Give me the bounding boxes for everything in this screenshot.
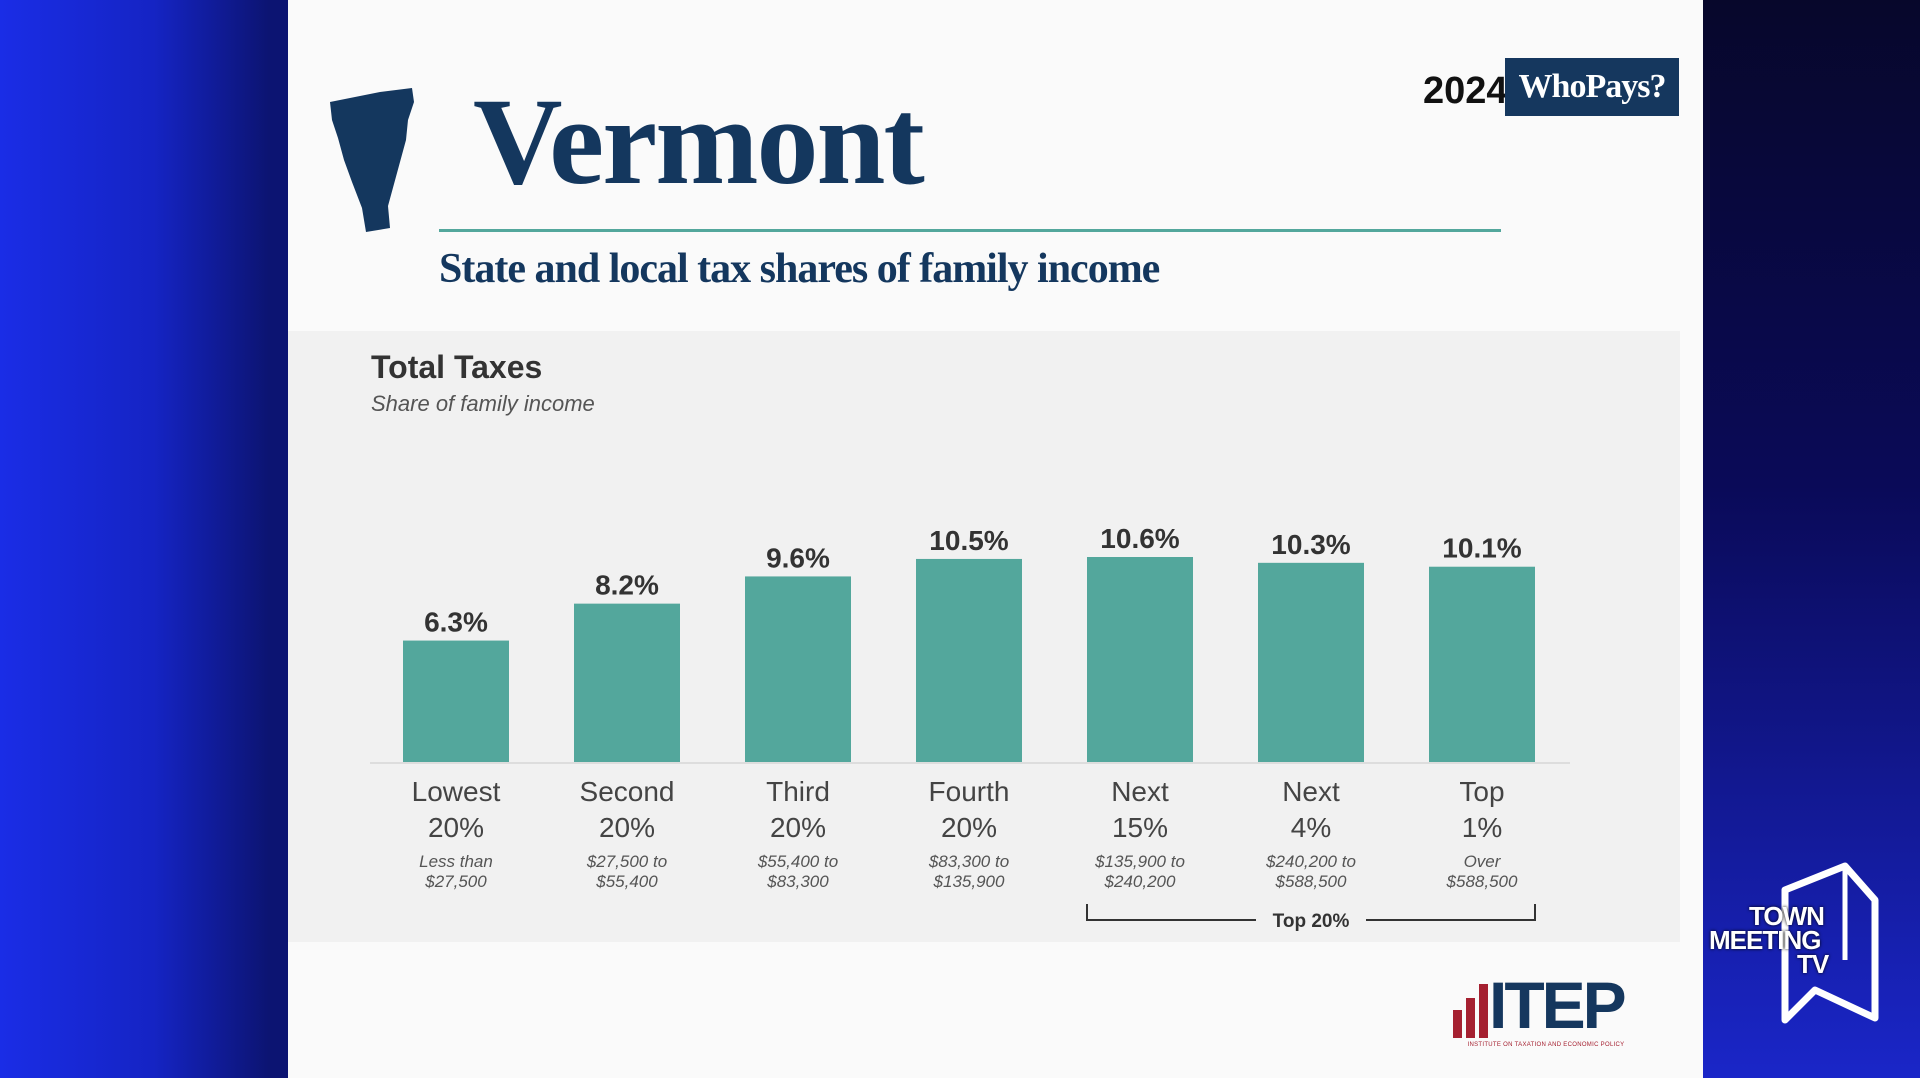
right-background: [1703, 0, 1920, 1078]
category-label-line2: 4%: [1291, 812, 1331, 843]
bar-value-label: 6.3%: [424, 607, 488, 638]
group-bracket-label: Top 20%: [1273, 911, 1350, 932]
bracket-right: [1366, 904, 1536, 921]
category-label-line1: Lowest: [412, 776, 501, 807]
category-label-line1: Next: [1111, 776, 1169, 807]
category-label-line2: 1%: [1462, 812, 1502, 843]
bar: [574, 603, 680, 763]
broadcaster-line-3: TV: [1797, 949, 1829, 979]
bar-value-label: 10.5%: [929, 525, 1008, 556]
category-label-line1: Second: [580, 776, 675, 807]
income-range-line2: $55,400: [595, 872, 658, 891]
vermont-outline-icon: [330, 88, 414, 232]
whopays-badge: WhoPays?: [1505, 58, 1679, 116]
title-divider: [439, 229, 1501, 232]
bar: [745, 576, 851, 763]
tmtv-logo-icon: TOWN MEETING TV: [1705, 860, 1885, 1028]
broadcaster-line-2: MEETING: [1709, 925, 1821, 955]
logo-tagline: INSTITUTE ON TAXATION AND ECONOMIC POLIC…: [1467, 1042, 1625, 1048]
income-range-line2: $83,300: [766, 872, 829, 891]
income-range-line2: $27,500: [424, 872, 487, 891]
badge-year: 2024: [1423, 70, 1508, 112]
bar: [916, 558, 1022, 763]
category-label-line2: 20%: [428, 812, 484, 843]
income-range-line1: $83,300 to: [928, 852, 1009, 871]
income-range-line1: $55,400 to: [757, 852, 838, 871]
category-label-line1: Third: [766, 776, 830, 807]
income-range-line2: $135,900: [933, 872, 1005, 891]
bar-value-label: 10.1%: [1442, 533, 1521, 564]
bar-chart-icon: [1453, 984, 1488, 1038]
income-range-line1: $135,900 to: [1094, 852, 1185, 871]
broadcaster-line-1: TOWN: [1749, 901, 1825, 931]
itep-logo: ITEP INSTITUTE ON TAXATION AND ECONOMIC …: [1451, 972, 1641, 1050]
page-subtitle: State and local tax shares of family inc…: [439, 246, 1160, 292]
page-title: Vermont: [473, 73, 925, 210]
bar-value-label: 10.3%: [1271, 529, 1350, 560]
chart-panel: Total Taxes Share of family income 6.3% L…: [288, 331, 1680, 942]
income-range-line2: $588,500: [1446, 872, 1518, 891]
income-range-line1: Over: [1464, 852, 1502, 871]
category-label-line1: Next: [1282, 776, 1340, 807]
income-range-line1: $240,200 to: [1265, 852, 1356, 871]
bar-chart: 6.3% Lowest 20% Less than$27,500 8.2% Second 2…: [370, 523, 1570, 932]
bar-value-label: 9.6%: [766, 542, 830, 573]
income-range-line2: $240,200: [1104, 872, 1176, 891]
category-label-line2: 15%: [1112, 812, 1168, 843]
income-range-line1: Less than: [419, 852, 493, 871]
category-label-line1: Fourth: [929, 776, 1010, 807]
bar: [1087, 557, 1193, 763]
category-label-line2: 20%: [941, 812, 997, 843]
bracket-left: [1086, 904, 1256, 921]
category-label-line1: Top: [1459, 776, 1504, 807]
logo-text: ITEP: [1489, 968, 1627, 1042]
bar-value-label: 8.2%: [595, 570, 659, 601]
category-label-line2: 20%: [599, 812, 655, 843]
bar: [1258, 562, 1364, 763]
chart-title: Total Taxes: [371, 349, 543, 385]
chart-subtitle: Share of family income: [371, 391, 595, 416]
slide: Vermont State and local tax shares of fa…: [288, 0, 1703, 1078]
category-label-line2: 20%: [770, 812, 826, 843]
income-range-line1: $27,500 to: [586, 852, 667, 871]
bar: [403, 640, 509, 763]
bar-value-label: 10.6%: [1100, 523, 1179, 554]
bar: [1429, 566, 1535, 763]
income-range-line2: $588,500: [1275, 872, 1347, 891]
